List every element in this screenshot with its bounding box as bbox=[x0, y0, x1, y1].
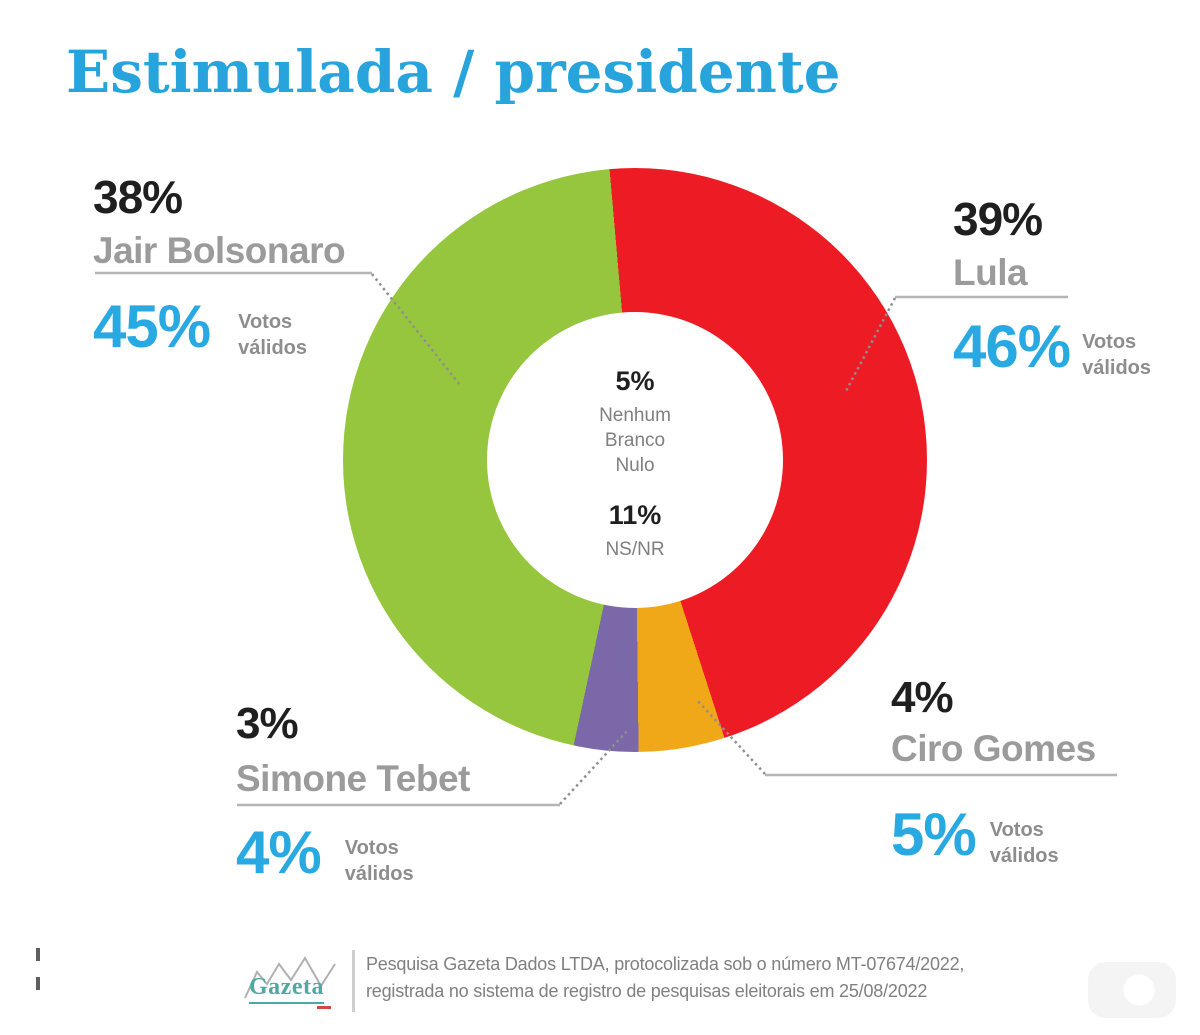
lula-pct: 39% bbox=[953, 193, 1043, 245]
callout-ciro: 4% Ciro Gomes 5% Votos válidos bbox=[891, 676, 1096, 869]
ciro-pct: 4% bbox=[891, 673, 954, 722]
broadcaster-watermark bbox=[1088, 962, 1176, 1018]
donut-chart bbox=[343, 168, 927, 752]
bolsonaro-pct: 38% bbox=[93, 171, 183, 223]
tebet-name: Simone Tebet bbox=[236, 758, 470, 799]
gazeta-logo-red-accent bbox=[317, 1006, 331, 1009]
bolsonaro-name: Jair Bolsonaro bbox=[93, 230, 346, 271]
footer-disclaimer: Pesquisa Gazeta Dados LTDA, protocolizad… bbox=[366, 951, 964, 1005]
bolsonaro-valid-pct: 45% bbox=[93, 293, 211, 360]
gazeta-logo: Gazeta bbox=[241, 950, 343, 1012]
callout-bolsonaro: 38% Jair Bolsonaro 45% Votos válidos bbox=[93, 171, 346, 361]
center-label-nulo: Nulo bbox=[615, 455, 655, 476]
ciro-name: Ciro Gomes bbox=[891, 728, 1096, 769]
ciro-valid-pct: 5% bbox=[891, 801, 977, 868]
ciro-valid-caption: Votos válidos bbox=[989, 819, 1059, 867]
footer-disclaimer-line2: registrada no sistema de registro de pes… bbox=[366, 981, 928, 1001]
lula-valid-caption: Votos válidos bbox=[1082, 331, 1152, 379]
donut-center-annotation: 5% Nenhum Branco Nulo 11% NS/NR bbox=[535, 368, 735, 562]
gazeta-logo-text: Gazeta bbox=[249, 974, 324, 1004]
center-label-branco: Branco bbox=[604, 430, 666, 451]
tebet-valid-pct: 4% bbox=[236, 819, 322, 886]
lula-valid-pct: 46% bbox=[953, 313, 1071, 380]
center-pct-nsnr: 11% bbox=[608, 500, 662, 530]
tebet-valid-caption: Votos válidos bbox=[344, 837, 414, 885]
callout-lula: 39% Lula 46% Votos válidos bbox=[953, 196, 1151, 381]
footer-divider bbox=[352, 950, 355, 1012]
edge-tick-mark bbox=[36, 977, 40, 990]
edge-tick-mark bbox=[36, 948, 40, 961]
page-title: Estimulada / presidente bbox=[66, 38, 841, 106]
callout-tebet: 3% Simone Tebet 4% Votos válidos bbox=[236, 702, 470, 887]
lula-name: Lula bbox=[953, 252, 1028, 293]
gazeta-logo-zigzag-icon bbox=[244, 956, 336, 999]
donut-hole bbox=[487, 312, 783, 608]
footer-disclaimer-line1: Pesquisa Gazeta Dados LTDA, protocolizad… bbox=[366, 954, 965, 974]
tebet-pct: 3% bbox=[236, 699, 299, 748]
center-label-nsnr: NS/NR bbox=[605, 539, 665, 560]
center-label-nenhum: Nenhum bbox=[599, 405, 671, 426]
bolsonaro-valid-caption: Votos válidos bbox=[238, 311, 308, 359]
center-pct-nenhum: 5% bbox=[615, 366, 655, 396]
